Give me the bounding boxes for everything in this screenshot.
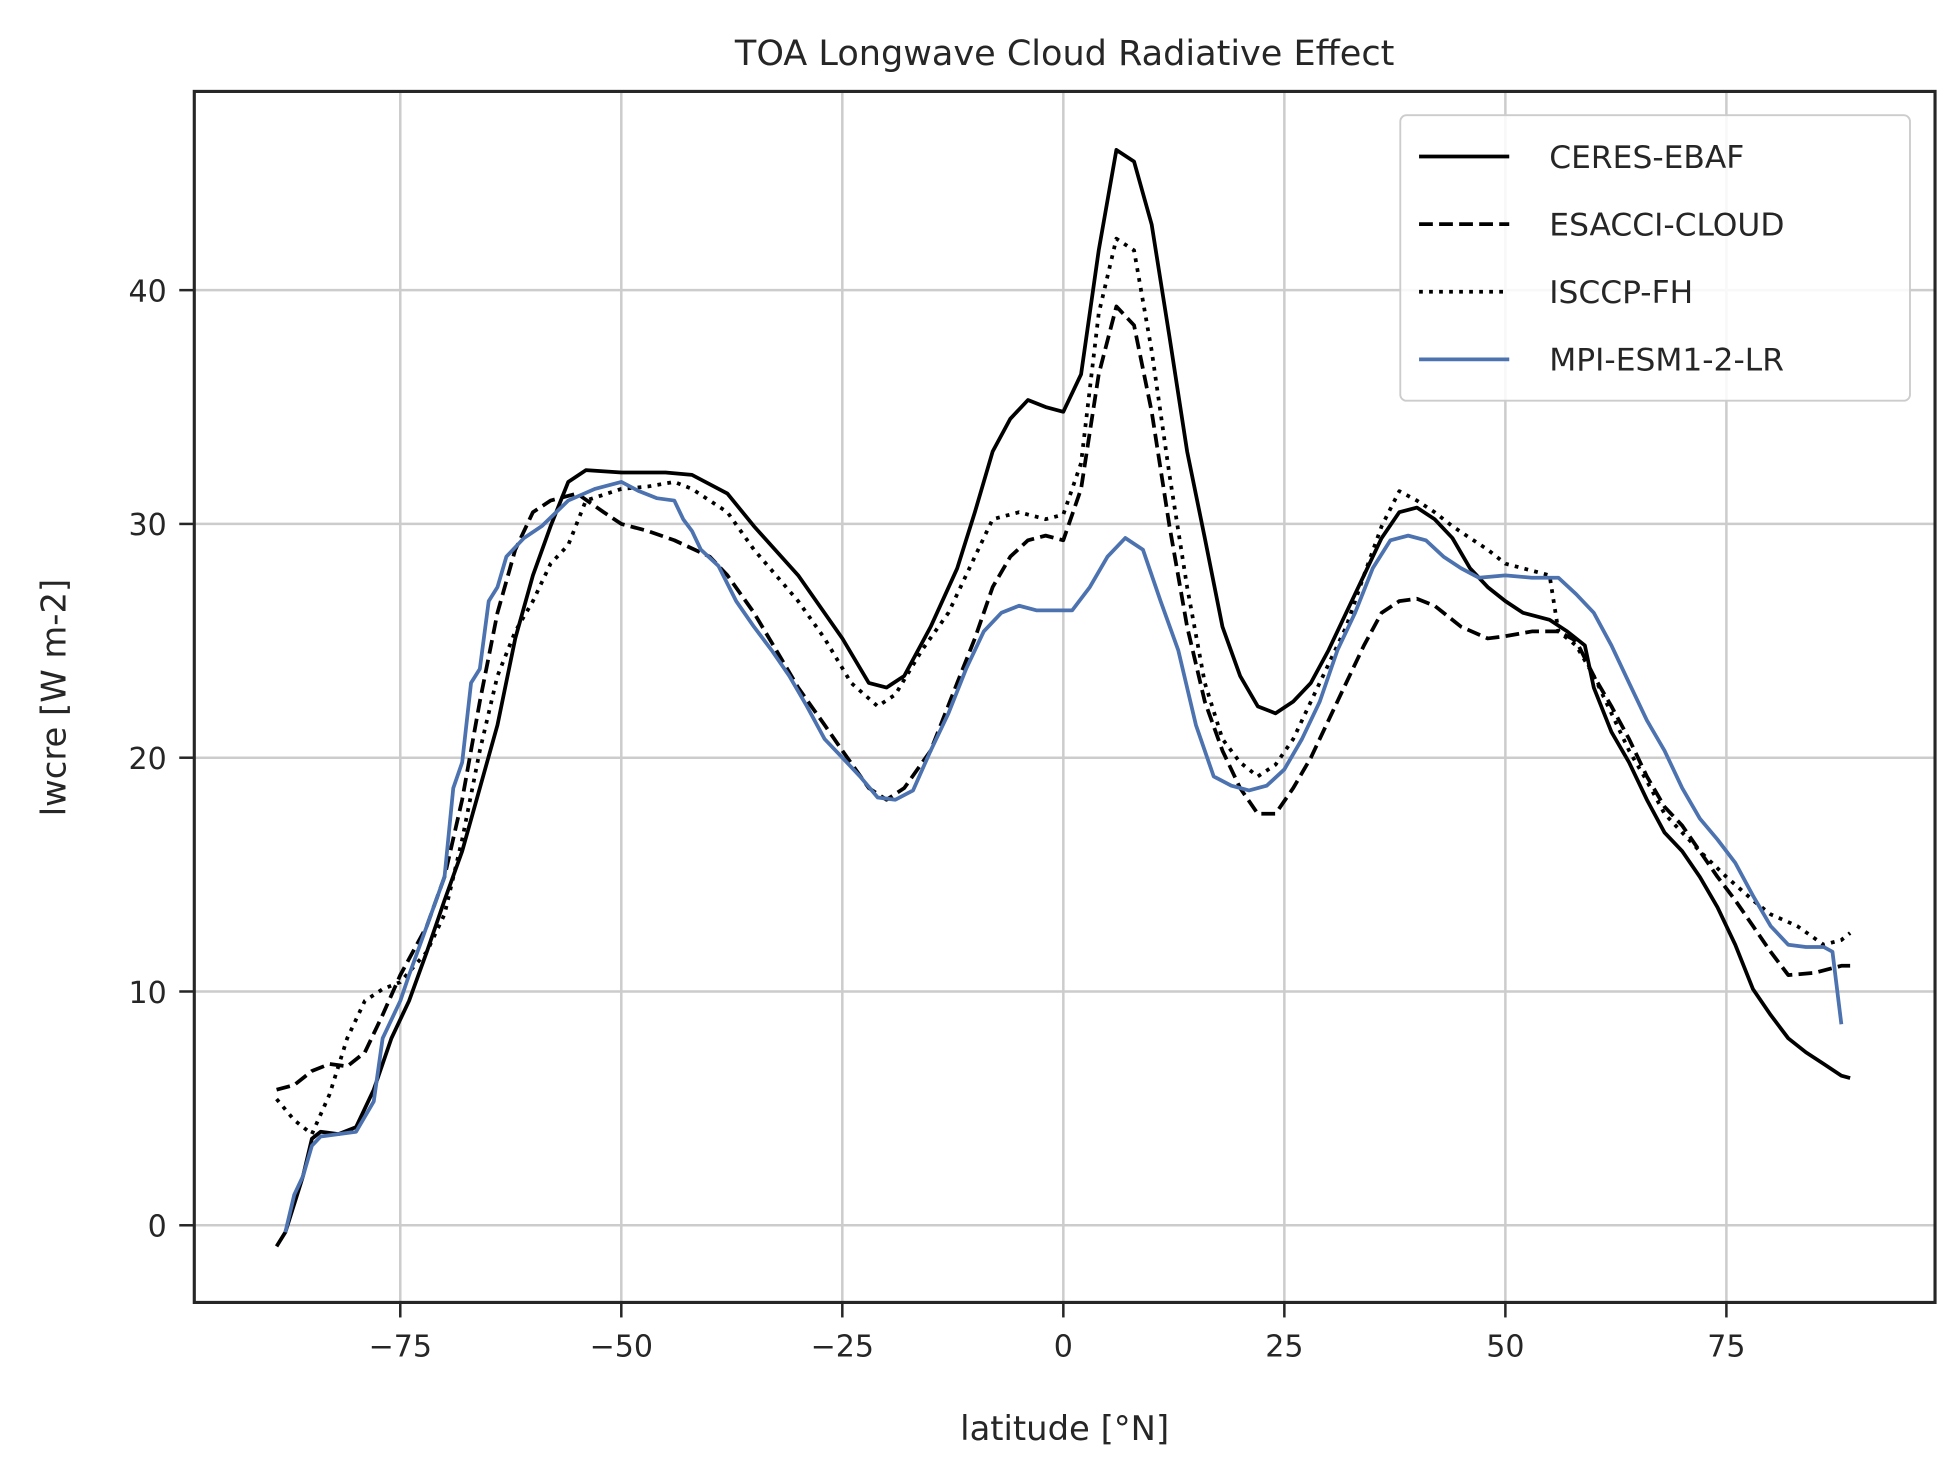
x-tick-label: 75 [1707, 1329, 1745, 1364]
y-tick-label: 40 [129, 274, 167, 309]
series-line-isccp-fh [275, 236, 1852, 1136]
x-axis-label: latitude [°N] [960, 1409, 1169, 1448]
y-tick-label: 20 [129, 742, 167, 777]
y-tick-label: 0 [148, 1210, 167, 1245]
series-line-esacci-cloud [276, 304, 1851, 1092]
x-tick-label: 25 [1265, 1329, 1303, 1364]
legend-box [1399, 114, 1911, 402]
x-tick-label: −25 [811, 1329, 874, 1364]
ticks: −75 −50 −25 0 25 50 75 0 10 20 30 40 [129, 274, 1746, 1364]
x-tick-label: 0 [1054, 1329, 1073, 1364]
x-tick-label: 50 [1486, 1329, 1524, 1364]
legend-entry: ISCCP-FH [1549, 275, 1693, 311]
y-tick-label: 30 [129, 508, 167, 543]
y-axis-label: lwcre [W m-2] [34, 579, 73, 816]
axes-frame [192, 89, 1937, 1304]
x-tick-label: −50 [590, 1329, 653, 1364]
x-tick-label: −75 [369, 1329, 432, 1364]
legend-entry: MPI-ESM1-2-LR [1549, 343, 1784, 379]
legend: CERES-EBAF ESACCI-CLOUD ISCCP-FH MPI-ESM1-2… [1399, 114, 1911, 402]
legend-entry: ESACCI-CLOUD [1549, 207, 1784, 243]
series-lines [274, 148, 1852, 1248]
grid [194, 91, 1936, 1303]
y-tick-label: 10 [129, 976, 167, 1011]
series-line-ceres-ebaf [274, 148, 1851, 1248]
legend-entry: CERES-EBAF [1549, 140, 1744, 176]
series-line-mpi-esm1-2-lr [283, 480, 1844, 1233]
chart-title: TOA Longwave Cloud Radiative Effect [734, 33, 1394, 74]
